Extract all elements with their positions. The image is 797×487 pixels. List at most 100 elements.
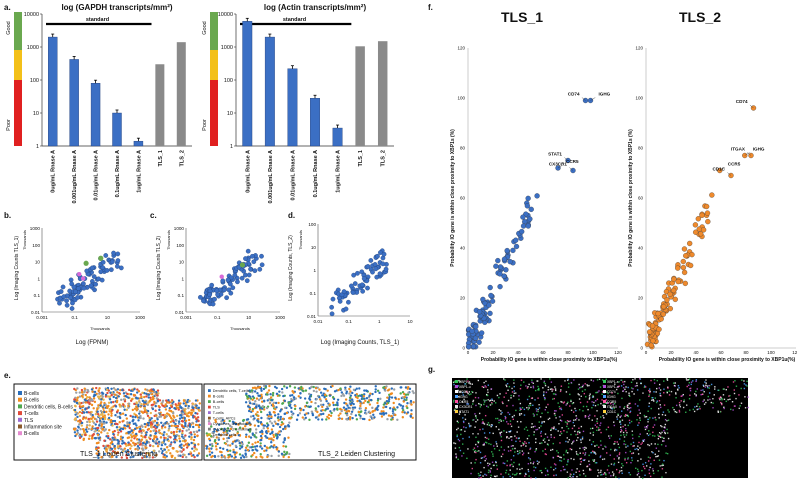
cell-dot xyxy=(357,394,360,398)
fluorescence-pixel xyxy=(689,387,691,390)
fluorescence-pixel xyxy=(630,420,633,423)
fluorescence-pixel xyxy=(596,418,598,420)
fluorescence-pixel xyxy=(632,452,635,454)
cell-dot xyxy=(165,446,169,449)
cell-dot xyxy=(187,428,191,431)
fluorescence-pixel xyxy=(692,380,694,382)
cell-dot xyxy=(150,388,153,391)
fluorescence-pixel xyxy=(625,451,627,454)
cell-dot xyxy=(210,451,214,454)
fluorescence-pixel xyxy=(470,425,472,427)
cell-dot xyxy=(290,400,293,403)
bar xyxy=(332,127,343,147)
fluorescence-pixel xyxy=(562,454,565,456)
cell-dot xyxy=(133,402,136,406)
panel-label-d: d. xyxy=(288,211,295,220)
fluorescence-pixel xyxy=(584,446,586,449)
fluorescence-pixel xyxy=(639,433,641,435)
fluorescence-pixel xyxy=(682,393,684,396)
fluorescence-pixel xyxy=(579,458,582,460)
cell-dot xyxy=(84,433,87,437)
fluorescence-pixel xyxy=(675,393,677,395)
fluorescence-pixel xyxy=(732,381,735,383)
fluorescence-pixel xyxy=(506,460,509,462)
cell-dot xyxy=(87,437,91,440)
cell-dot xyxy=(251,402,254,406)
y-tick-label: 10 xyxy=(33,111,39,117)
cell-dot xyxy=(137,403,140,407)
fluorescence-pixel xyxy=(638,422,640,424)
cell-dot xyxy=(359,402,362,405)
y-tick-label: 10 xyxy=(179,260,185,265)
cell-dot xyxy=(140,410,143,413)
fluorescence-pixel xyxy=(544,448,547,450)
fluorescence-pixel xyxy=(637,414,639,416)
cell-dot xyxy=(331,401,335,404)
cell-dot xyxy=(299,392,302,395)
data-point xyxy=(646,329,653,335)
fluorescence-pixel xyxy=(588,468,591,470)
cell-dot xyxy=(372,413,375,417)
cell-dot xyxy=(108,398,112,401)
fluorescence-pixel xyxy=(502,419,505,422)
fluorescence-pixel xyxy=(510,425,513,428)
fluorescence-pixel xyxy=(582,430,585,433)
fluorescence-pixel xyxy=(498,421,500,424)
fluorescence-pixel xyxy=(561,414,564,416)
cell-dot xyxy=(187,406,190,410)
legend-label: TLS xyxy=(213,406,220,410)
legend-swatch xyxy=(18,417,22,422)
fluorescence-pixel xyxy=(652,452,654,454)
cell-dot xyxy=(112,395,115,399)
fluorescence-pixel xyxy=(457,438,460,441)
fluorescence-pixel xyxy=(478,412,481,415)
cell-dot xyxy=(376,401,379,405)
cell-dot xyxy=(128,426,131,430)
cell-dot xyxy=(237,439,241,443)
standard-label: standard xyxy=(86,17,109,23)
cell-dot xyxy=(112,432,115,436)
cell-dot xyxy=(117,395,120,398)
fluorescence-pixel xyxy=(621,430,623,432)
fluorescence-pixel xyxy=(611,401,613,403)
cell-dot xyxy=(304,416,307,420)
panel-b-xlabel: Log (FPNM) xyxy=(76,340,109,346)
cell-dot xyxy=(102,407,105,410)
fluorescence-pixel xyxy=(633,393,635,395)
fluorescence-pixel xyxy=(471,383,473,385)
cell-dot xyxy=(282,441,285,444)
cell-dot xyxy=(148,416,151,419)
fluorescence-pixel xyxy=(496,445,498,447)
cell-dot xyxy=(293,407,297,411)
cell-dot xyxy=(152,437,156,441)
data-point xyxy=(244,278,250,284)
cell-dot xyxy=(170,424,173,428)
cell-dot xyxy=(277,413,280,416)
fluorescence-pixel xyxy=(717,411,719,413)
fluorescence-pixel xyxy=(625,430,627,432)
cell-dot xyxy=(348,396,352,399)
fluorescence-pixel xyxy=(747,396,749,398)
fluorescence-pixel xyxy=(582,447,584,449)
fluorescence-pixel xyxy=(528,442,530,444)
fluorescence-pixel xyxy=(505,384,507,386)
legend-label: IGHG xyxy=(459,395,468,399)
actin-bar-chart: log (Actin transcripts/mm²)1101001000100… xyxy=(218,3,394,204)
fluorescence-pixel xyxy=(655,401,658,404)
fluorescence-pixel xyxy=(482,444,484,446)
data-point xyxy=(98,269,104,275)
cell-dot xyxy=(361,417,365,421)
cell-dot xyxy=(278,390,281,393)
bar xyxy=(133,140,144,147)
fluorescence-pixel xyxy=(625,461,628,464)
cell-dot xyxy=(196,434,199,438)
category-label: 0ug/mL Rnase A xyxy=(51,150,57,193)
data-point xyxy=(658,316,664,322)
fluorescence-pixel xyxy=(513,414,515,417)
fluorescence-pixel xyxy=(662,464,665,466)
fluorescence-pixel xyxy=(663,437,665,440)
fluorescence-pixel xyxy=(658,413,660,416)
cell-dot xyxy=(345,392,348,395)
cell-dot xyxy=(277,454,280,458)
cell-dot xyxy=(77,419,80,423)
